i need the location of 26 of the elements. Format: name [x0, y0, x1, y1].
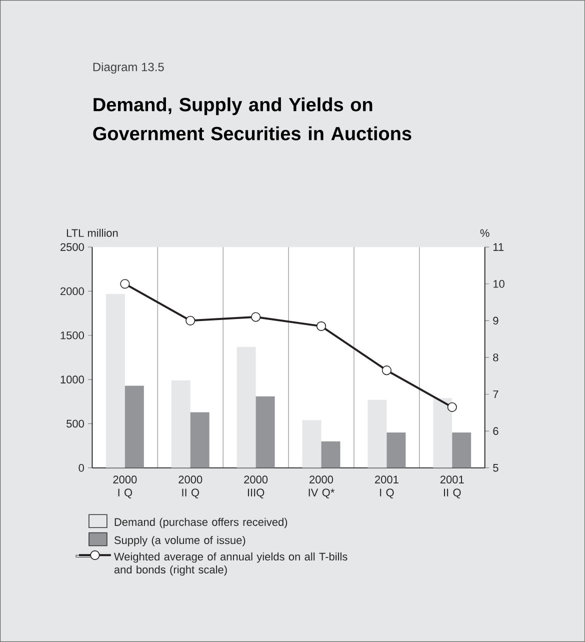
- x-tick-label: 2001 II Q: [440, 476, 464, 498]
- chart-subtitle: Diagram 13.5: [93, 62, 164, 74]
- y2-tick-label: 9: [493, 316, 498, 325]
- y-tick-label: 1000: [60, 376, 84, 384]
- y2-tick-label: 10: [493, 280, 504, 288]
- x-tick-label: 2001 I Q: [374, 476, 398, 498]
- x-tick-label: 2000 II Q: [178, 476, 202, 498]
- y-tick-label: 500: [66, 420, 84, 428]
- x-tick-label: 2000 IV Q*: [308, 476, 334, 498]
- y-tick-label: 0: [78, 464, 84, 472]
- y2-axis-title: %: [480, 229, 490, 237]
- y2-tick-label: 11: [493, 243, 504, 251]
- y-tick-label: 2000: [60, 287, 84, 296]
- y2-tick-label: 6: [493, 427, 498, 435]
- legend-label: Supply (a volume of issue): [114, 536, 246, 546]
- y2-tick-label: 7: [493, 390, 498, 398]
- legend-label: Demand (purchase offers received): [114, 518, 288, 528]
- y-tick-label: 2500: [60, 243, 84, 251]
- y-tick-label: 1500: [60, 332, 84, 340]
- legend-label: Weighted average of annual yields on all T-bills and bonds (right scale): [114, 552, 348, 576]
- y2-tick-label: 8: [493, 354, 498, 362]
- chart-title: Demand, Supply and Yields on Government Securities in Auctions: [93, 97, 412, 140]
- y2-tick-label: 5: [493, 464, 498, 472]
- x-tick-label: 2000 I Q: [113, 476, 137, 498]
- x-tick-label: 2000 IIIQ: [244, 476, 268, 498]
- y-axis-title: LTL million: [66, 228, 118, 237]
